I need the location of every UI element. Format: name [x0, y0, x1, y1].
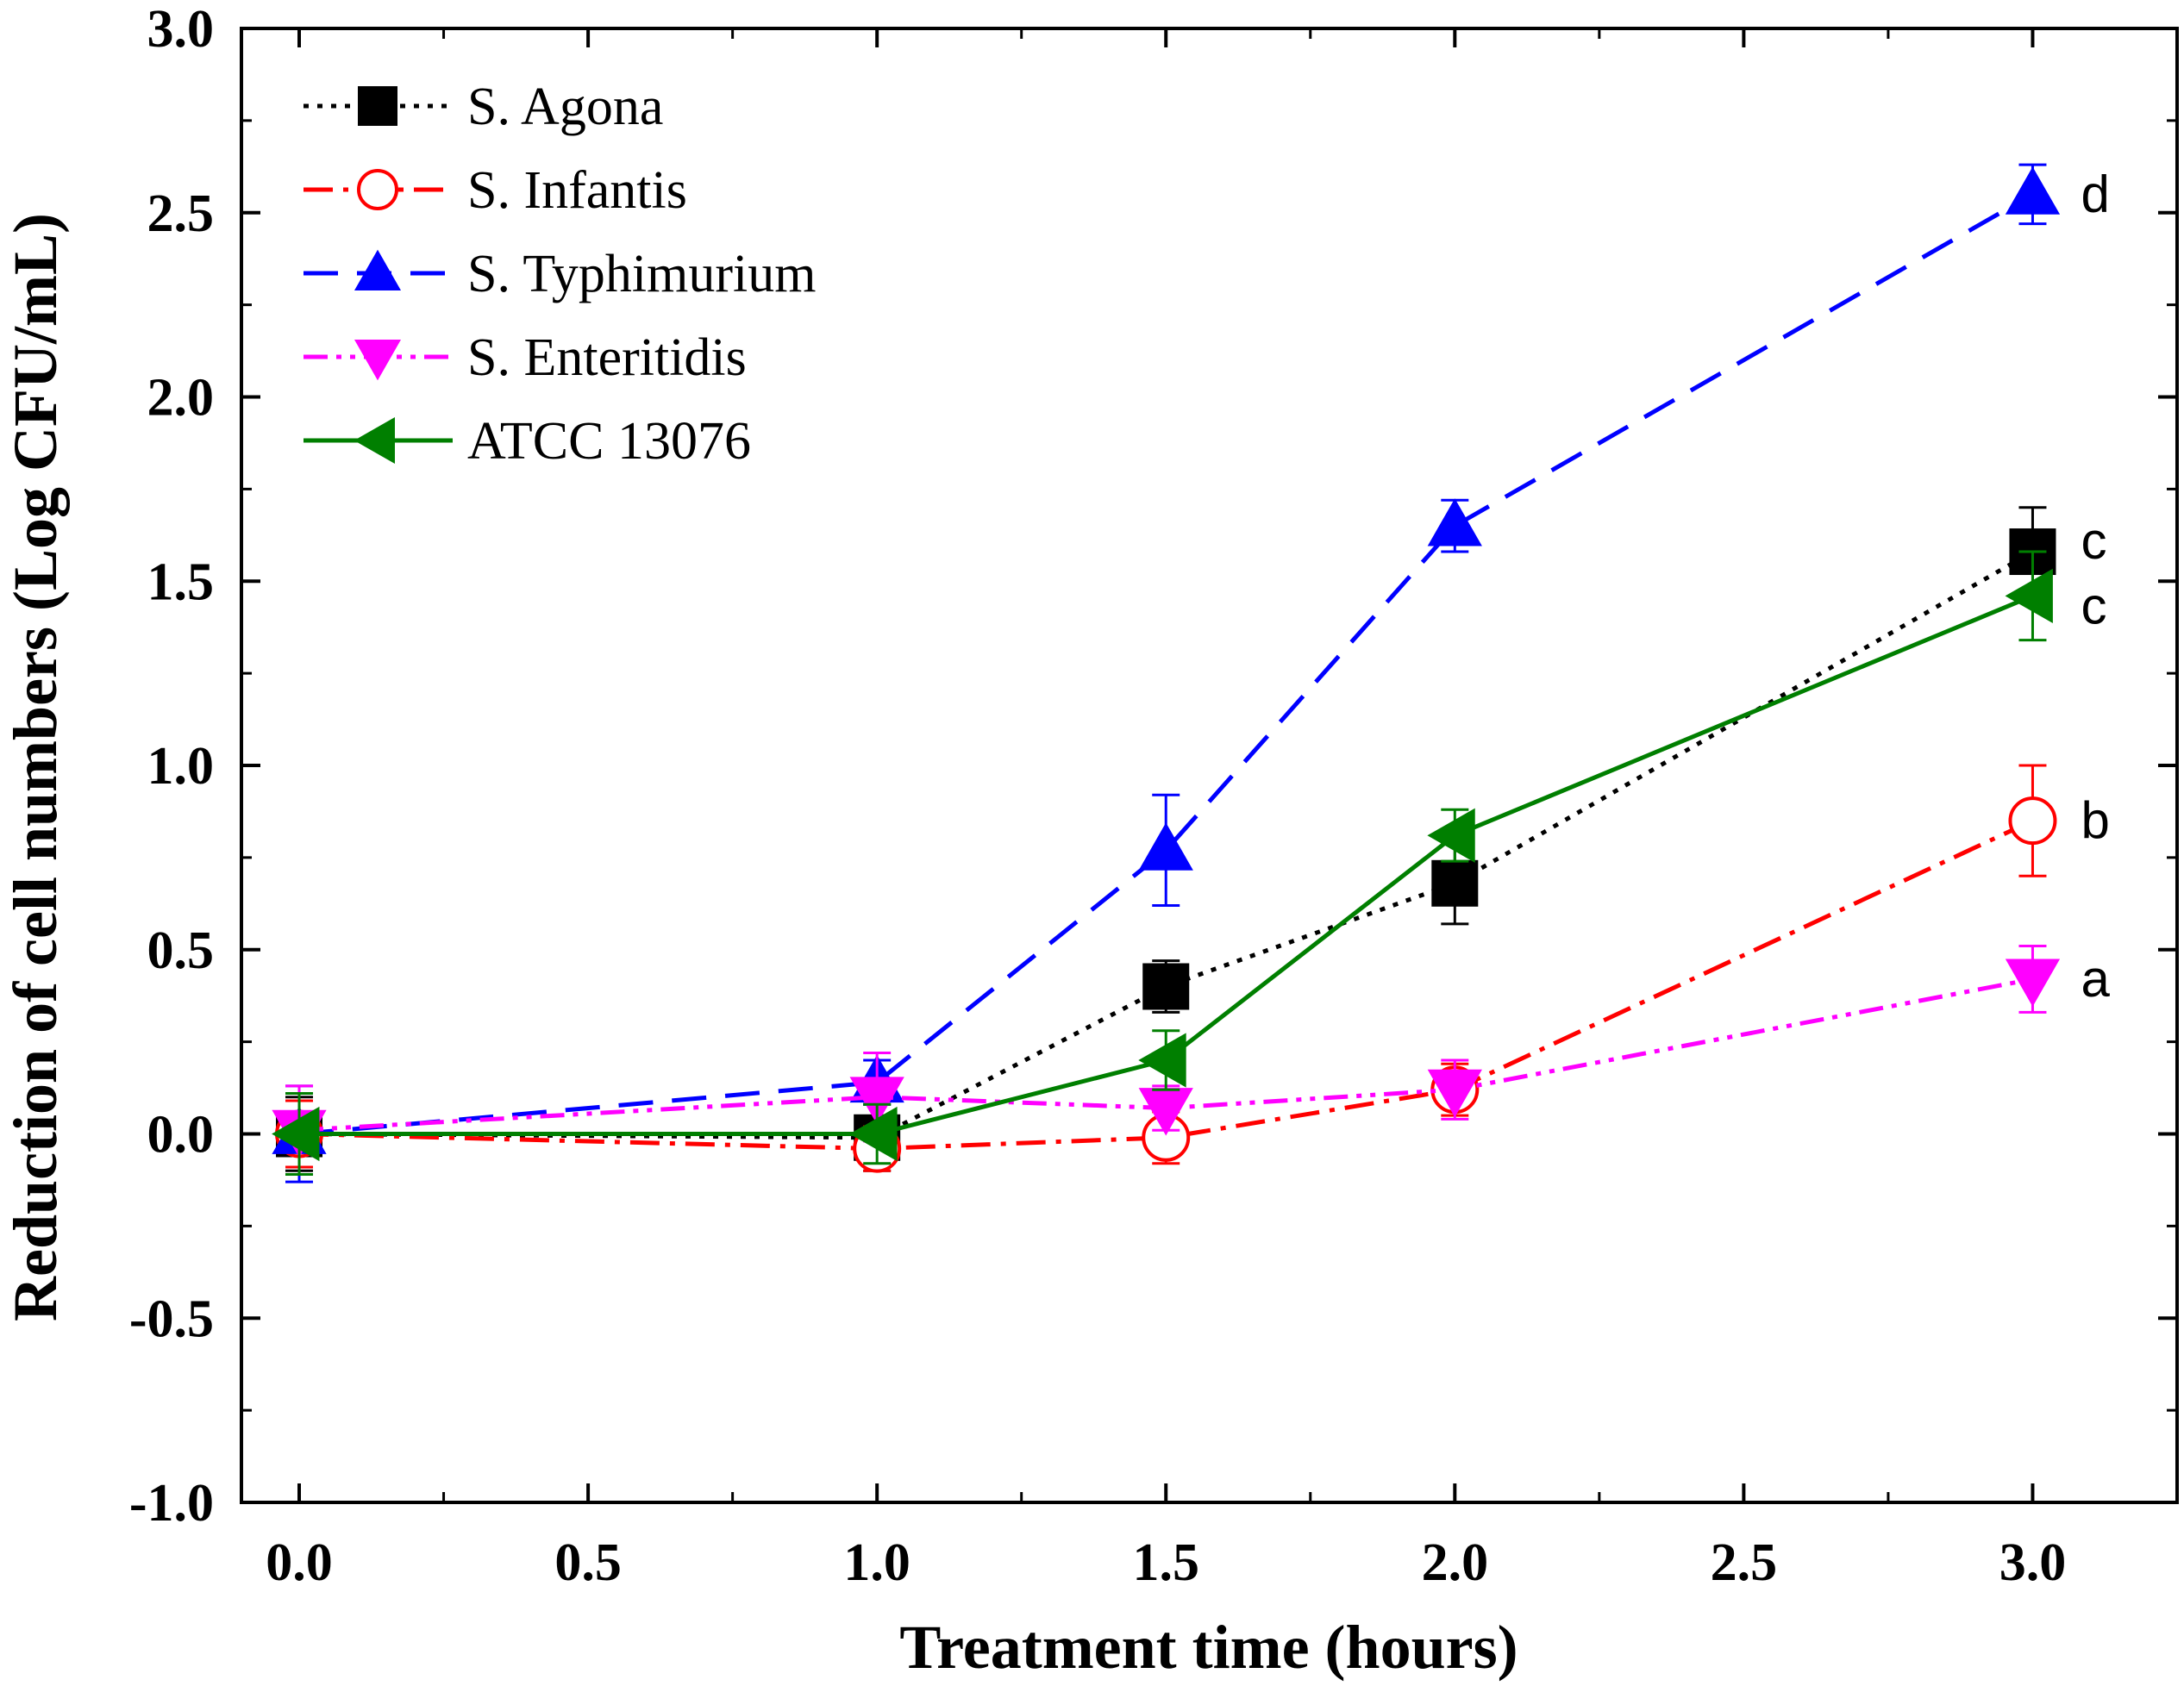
data-point [272, 1106, 320, 1162]
y-tick-label: 1.5 [147, 553, 215, 611]
annotation-letter: d [2081, 165, 2109, 222]
legend-marker [354, 340, 402, 381]
series-atcc-13076 [272, 550, 2053, 1177]
y-tick-label: -0.5 [129, 1289, 214, 1348]
data-point [2005, 959, 2061, 1007]
legend-item: S. Enteritidis [304, 328, 747, 387]
legend: S. Agona S. Infantis S. Typhimurium S. Ente… [304, 78, 816, 471]
x-tick-label: 1.0 [843, 1533, 911, 1592]
data-point [2005, 166, 2061, 215]
plot-area: d cc b a [272, 163, 2110, 1183]
legend-marker [357, 169, 398, 210]
y-tick-label: 0.5 [147, 921, 215, 980]
data-point [2008, 796, 2057, 846]
data-point [1427, 1069, 1482, 1118]
y-tick-label: 2.0 [147, 369, 215, 428]
x-axis-title: Treatment time (hours) [899, 1613, 1518, 1682]
data-point [2005, 568, 2053, 623]
y-tick-label: 0.0 [147, 1106, 215, 1165]
legend-item: S. Agona [304, 78, 663, 136]
legend-label: S. Typhimurium [467, 245, 816, 303]
data-point [849, 1106, 898, 1162]
annotation-letter: c [2081, 577, 2106, 634]
y-tick-label: 1.0 [147, 737, 215, 796]
x-tick-label: 3.0 [1999, 1533, 2067, 1592]
x-axis: 0.0 0.5 1.0 1.5 2.0 2.5 3.0 [266, 28, 2066, 1592]
x-tick-label: 2.5 [1711, 1533, 1778, 1592]
annotation-letter: b [2081, 791, 2109, 849]
y-tick-label: 3.0 [147, 0, 215, 59]
x-tick-label: 1.5 [1132, 1533, 1199, 1592]
y-axis: -1.0 -0.5 0.0 0.5 1.0 1.5 2.0 2.5 3.0 [129, 0, 2177, 1533]
legend-item: S. Typhimurium [304, 245, 816, 303]
data-point [1427, 808, 1475, 863]
data-point [1142, 963, 1190, 1010]
series-s-typhimurium [272, 163, 2061, 1183]
x-tick-label: 2.0 [1422, 1533, 1489, 1592]
legend-item: S. Infantis [304, 161, 687, 220]
data-point [1431, 859, 1479, 907]
legend-marker [354, 416, 395, 465]
legend-marker [354, 249, 402, 290]
legend-label: S. Enteritidis [467, 328, 747, 387]
series-line [298, 192, 2034, 1136]
legend-label: S. Agona [467, 78, 663, 136]
significance-letters: d cc b a [2081, 165, 2110, 1008]
data-point [1138, 822, 1193, 871]
legend-label: S. Infantis [467, 161, 687, 220]
x-tick-label: 0.0 [266, 1533, 333, 1592]
annotation-letter: c [2081, 512, 2106, 570]
y-tick-label: 2.5 [147, 184, 215, 243]
y-axis-title: Reduction of cell numbers (Log CFU/mL) [1, 213, 70, 1321]
data-point [1427, 498, 1482, 546]
annotation-letter: a [2081, 950, 2110, 1008]
data-point [1138, 1033, 1186, 1088]
legend-marker [358, 86, 397, 126]
x-tick-label: 0.5 [554, 1533, 622, 1592]
legend-item: ATCC 13076 [304, 412, 751, 471]
y-tick-label: -1.0 [129, 1474, 214, 1533]
data-point [849, 1077, 904, 1125]
legend-label: ATCC 13076 [467, 412, 751, 471]
